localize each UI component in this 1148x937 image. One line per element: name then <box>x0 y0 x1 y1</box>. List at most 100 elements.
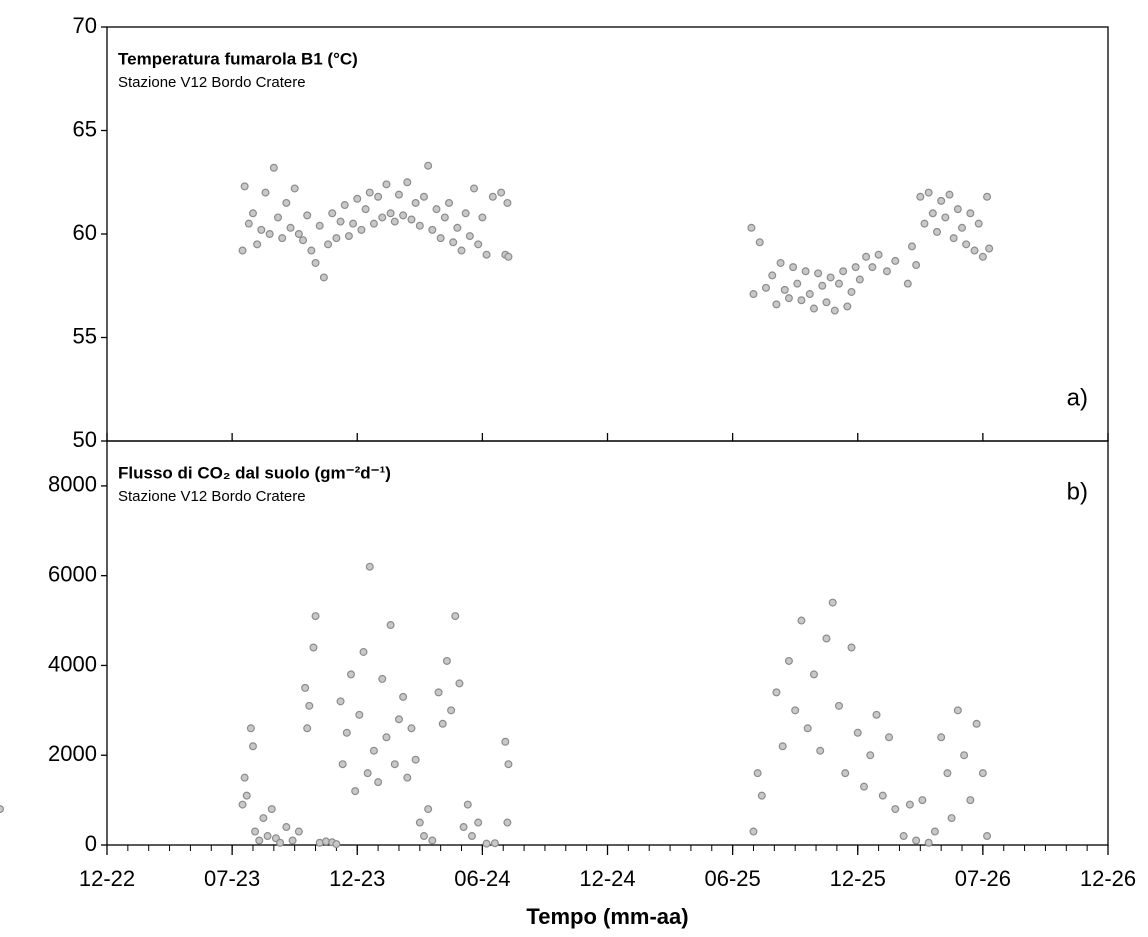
data-point <box>419 832 428 841</box>
data-point <box>868 263 877 272</box>
data-point <box>294 230 303 239</box>
data-point <box>905 800 914 809</box>
data-point <box>332 234 341 243</box>
panel-title: Temperatura fumarola B1 (°C) <box>118 49 358 68</box>
data-point <box>958 223 967 232</box>
data-point <box>344 232 353 241</box>
data-point <box>749 290 758 299</box>
data-point <box>847 643 856 652</box>
data-point <box>899 832 908 841</box>
data-point <box>490 839 499 848</box>
y-tick-label: 8000 <box>48 472 97 497</box>
data-point <box>972 719 981 728</box>
panel-subtitle: Stazione V12 Bordo Cratere <box>118 74 306 91</box>
data-point <box>932 227 941 236</box>
data-point <box>328 209 337 218</box>
data-point <box>966 209 975 218</box>
data-point <box>315 838 324 847</box>
data-point <box>947 814 956 823</box>
data-point <box>238 800 247 809</box>
data-point <box>386 621 395 630</box>
data-point <box>455 679 464 688</box>
data-point <box>918 796 927 805</box>
data-point <box>407 215 416 224</box>
data-point <box>261 188 270 197</box>
panel-label: b) <box>1067 478 1088 505</box>
data-point <box>503 818 512 827</box>
data-point <box>761 283 770 292</box>
data-point <box>411 198 420 207</box>
data-point <box>885 733 894 742</box>
data-point <box>478 213 487 222</box>
data-point <box>428 836 437 845</box>
data-point <box>924 838 933 847</box>
data-point <box>363 769 372 778</box>
data-point <box>488 192 497 201</box>
data-point <box>784 294 793 303</box>
data-point <box>440 213 449 222</box>
data-point <box>434 688 443 697</box>
data-point <box>497 188 506 197</box>
data-point <box>801 267 810 276</box>
data-point <box>309 643 318 652</box>
data-point <box>818 281 827 290</box>
data-point <box>382 180 391 189</box>
data-point <box>828 598 837 607</box>
data-point <box>294 827 303 836</box>
data-point <box>369 219 378 228</box>
data-point <box>874 250 883 259</box>
data-point <box>394 190 403 199</box>
data-point <box>791 706 800 715</box>
data-point <box>930 827 939 836</box>
data-point <box>355 710 364 719</box>
data-point <box>369 746 378 755</box>
data-point <box>866 751 875 760</box>
data-point <box>912 836 921 845</box>
data-point <box>419 192 428 201</box>
y-tick-label: 70 <box>73 13 97 38</box>
data-point <box>843 302 852 311</box>
data-point <box>797 296 806 305</box>
data-point <box>301 683 310 692</box>
data-point <box>244 219 253 228</box>
data-point <box>278 234 287 243</box>
data-point <box>822 298 831 307</box>
y-tick-label: 50 <box>73 427 97 452</box>
data-point <box>382 733 391 742</box>
data-point <box>747 223 756 232</box>
data-point <box>834 701 843 710</box>
data-point <box>451 612 460 621</box>
data-point <box>834 279 843 288</box>
data-point <box>924 188 933 197</box>
data-point <box>324 240 333 249</box>
data-point <box>966 796 975 805</box>
data-point <box>482 250 491 259</box>
data-point <box>470 184 479 193</box>
data-point <box>937 733 946 742</box>
data-point <box>474 240 483 249</box>
data-point <box>768 271 777 280</box>
data-point <box>307 246 316 255</box>
data-point <box>349 219 358 228</box>
data-point <box>826 273 835 282</box>
x-tick-label: 12-22 <box>79 866 135 891</box>
data-point <box>805 290 814 299</box>
data-point <box>246 724 255 733</box>
data-point <box>970 246 979 255</box>
panel-subtitle: Stazione V12 Bordo Cratere <box>118 488 306 505</box>
data-point <box>251 827 260 836</box>
data-point <box>945 190 954 199</box>
data-point <box>390 217 399 226</box>
data-point <box>415 818 424 827</box>
data-point <box>793 279 802 288</box>
data-point <box>365 562 374 571</box>
data-point <box>342 728 351 737</box>
data-point <box>311 612 320 621</box>
data-point <box>338 760 347 769</box>
data-point <box>257 225 266 234</box>
x-axis-title: Tempo (mm-aa) <box>526 904 688 929</box>
data-point <box>449 238 458 247</box>
data-point <box>424 805 433 814</box>
data-point <box>374 192 383 201</box>
